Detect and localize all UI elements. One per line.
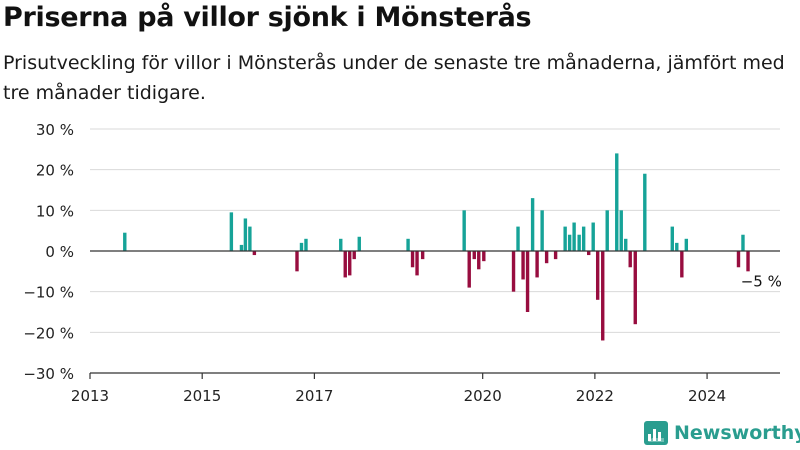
x-tick-label: 2013: [71, 387, 109, 405]
bars: [90, 153, 780, 341]
bar: [563, 226, 567, 251]
bar: [477, 251, 481, 270]
bar: [736, 251, 741, 268]
y-tick-label: −10 %: [23, 284, 74, 302]
chart-title: Priserna på villor sjönk i Mönsterås: [3, 2, 532, 33]
bar: [348, 251, 352, 276]
bar: [406, 238, 410, 251]
bar: [511, 251, 516, 292]
y-tick-label: 30 %: [36, 121, 74, 139]
x-tick-label: 2015: [183, 387, 221, 405]
bar: [675, 242, 679, 251]
annotations: −5 %: [741, 272, 782, 290]
bar: [615, 153, 619, 251]
x-tick-label: 2024: [688, 387, 726, 405]
bar: [746, 251, 750, 272]
bar: [530, 198, 535, 251]
bar: [567, 234, 572, 251]
bar: [628, 251, 632, 268]
y-tick-label: −30 %: [23, 365, 74, 383]
last-value-annotation: −5 %: [741, 272, 782, 290]
bar: [535, 251, 539, 278]
bar: [295, 251, 299, 272]
bar: [410, 251, 415, 268]
bar: [304, 238, 308, 251]
y-tick-label: 0 %: [45, 243, 74, 261]
x-tick-label: 2017: [295, 387, 333, 405]
bar: [595, 251, 600, 300]
bar: [572, 222, 576, 251]
newsworthy-logo: Newsworthy: [644, 419, 800, 447]
bar: [581, 226, 586, 251]
bar: [619, 210, 623, 251]
bar: [243, 218, 248, 251]
bar: [516, 226, 520, 251]
x-tick-label: 2022: [576, 387, 614, 405]
bar: [339, 238, 343, 251]
bar: [521, 251, 525, 280]
bar: [472, 251, 476, 260]
bar: [553, 251, 558, 260]
bar: [482, 251, 486, 262]
bar: [670, 226, 674, 251]
y-tick-label: −20 %: [23, 324, 74, 342]
bar: [467, 251, 471, 288]
bar: [601, 251, 605, 341]
y-tick-label: 20 %: [36, 162, 74, 180]
brand-name: Newsworthy: [674, 422, 800, 444]
bar: [462, 210, 466, 251]
bar: [239, 244, 244, 251]
bar: [415, 251, 419, 276]
bar: [540, 210, 544, 251]
bar: [420, 251, 425, 260]
x-axis: 2013 2015 2017 2020 2022 2024: [71, 372, 780, 405]
bar: [299, 242, 304, 251]
y-tick-label: 10 %: [36, 202, 74, 220]
bar: [357, 236, 361, 251]
bar: [525, 251, 530, 312]
bar: [684, 238, 689, 251]
bar: [343, 251, 347, 278]
bar: [741, 234, 745, 251]
bar: [252, 251, 257, 256]
bar: [680, 251, 684, 278]
bar: [624, 238, 628, 251]
bar: [352, 251, 356, 260]
bar: [591, 222, 595, 251]
y-axis-labels: 30 % 20 % 10 % 0 % −10 % −20 % −30 %: [23, 121, 74, 383]
bar: [643, 173, 647, 251]
bar: [633, 251, 637, 325]
bar: [248, 226, 252, 251]
chart-subtitle: Prisutveckling för villor i Mönsterås un…: [3, 52, 785, 104]
bar: [577, 234, 581, 251]
bar: [123, 232, 127, 251]
x-tick-label: 2020: [464, 387, 502, 405]
newsworthy-icon: [644, 421, 668, 445]
bar: [229, 212, 234, 251]
bar: [544, 251, 549, 264]
bar: [587, 251, 591, 256]
bar: [605, 210, 609, 251]
